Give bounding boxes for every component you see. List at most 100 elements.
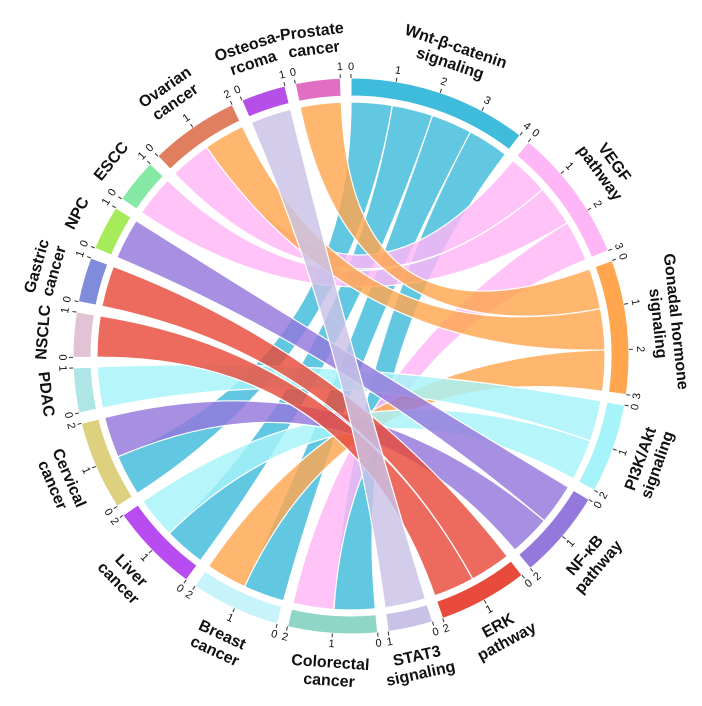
tick-mark <box>387 631 390 636</box>
tick-label: 2 <box>222 88 233 101</box>
tick-mark <box>148 549 153 554</box>
tick-mark <box>90 246 96 249</box>
sector-arc <box>286 608 379 635</box>
sector-arc <box>350 77 521 151</box>
tick-label: 2 <box>64 422 77 431</box>
link-ribbon <box>117 101 393 495</box>
tick-label: 2 <box>183 588 195 601</box>
sector-label-line: ESCC <box>91 139 133 185</box>
tick-mark <box>77 422 82 425</box>
link-ribbon <box>205 125 606 351</box>
sector-arc <box>122 504 198 581</box>
tick-mark <box>232 608 235 613</box>
sector-arc <box>436 560 523 620</box>
sector-arc <box>594 259 630 396</box>
sector-arc <box>72 366 98 414</box>
sector-arc <box>516 141 609 259</box>
tick-label: 4 <box>521 120 533 133</box>
tick-label: 3 <box>612 241 625 251</box>
tick-label: 1 <box>225 612 236 625</box>
tick-mark <box>527 138 532 143</box>
tick-label: 2 <box>531 570 543 583</box>
tick-label: 0 <box>144 142 157 155</box>
tick-label: 2 <box>108 516 121 528</box>
tick-mark <box>112 205 117 209</box>
tick-mark <box>432 621 435 626</box>
sector-label-line: cancer <box>303 671 356 691</box>
tick-mark <box>283 81 286 87</box>
tick-mark <box>481 106 485 111</box>
tick-mark <box>192 585 196 590</box>
tick-label: 0 <box>348 61 354 73</box>
tick-label: 1 <box>79 465 92 475</box>
tick-label: 1 <box>617 448 630 458</box>
tick-label: 2 <box>281 631 290 644</box>
tick-label: 1 <box>278 69 287 82</box>
tick-label: 0 <box>101 506 114 518</box>
tick-mark <box>286 626 288 631</box>
tick-mark <box>608 248 613 252</box>
sector-arc <box>518 489 590 570</box>
tick-label: 0 <box>61 295 74 303</box>
tick-label: 3 <box>482 94 493 107</box>
sector-arc <box>157 104 241 170</box>
tick-mark <box>529 568 534 572</box>
sector-arc <box>72 311 95 358</box>
tick-mark <box>442 618 445 623</box>
tick-label: 1 <box>629 298 642 306</box>
sector-label-line: NSCLC <box>33 304 54 361</box>
tick-label: 2 <box>441 622 451 635</box>
tick-mark <box>521 574 525 579</box>
sector-arc <box>577 401 626 492</box>
sector-arc <box>120 163 164 210</box>
tick-mark <box>611 258 617 261</box>
tick-mark <box>519 131 523 136</box>
tick-label: 0 <box>289 66 297 79</box>
tick-mark <box>190 123 194 128</box>
tick-mark <box>624 303 629 305</box>
sector-arc <box>385 603 434 633</box>
tick-label: 1 <box>484 603 495 616</box>
sector-arc <box>77 257 109 306</box>
sector-arc <box>94 207 132 256</box>
link-ribbon <box>96 364 602 442</box>
tick-label: 0 <box>629 403 642 411</box>
sector-arc <box>80 418 134 508</box>
ring: 0 1234Wnt-β-cateninsignaling0123VEGFpathw… <box>22 20 692 691</box>
tick-mark <box>588 499 593 503</box>
tick-mark <box>154 152 159 157</box>
tick-label: 0 <box>375 637 382 650</box>
tick-label: 1 <box>394 64 402 77</box>
tick-mark <box>626 394 631 396</box>
tick-label: 1 <box>328 638 335 650</box>
tick-label: 1 <box>181 112 193 125</box>
tick-label: 0 <box>174 582 186 595</box>
tick-label: 1 <box>563 160 576 172</box>
tick-mark <box>118 196 122 200</box>
tick-mark <box>72 310 77 313</box>
tick-label: 0 <box>78 239 91 249</box>
tick-mark <box>439 88 442 93</box>
tick-mark <box>229 100 233 105</box>
tick-label: 1 <box>337 61 344 73</box>
tick-mark <box>624 404 629 407</box>
tick-mark <box>119 514 124 518</box>
sector-arc <box>194 570 283 625</box>
sector-arc <box>294 77 342 102</box>
tick-mark <box>294 79 296 84</box>
tick-label: 0 <box>232 83 242 96</box>
sector-label-line: PDAC <box>34 371 57 419</box>
tick-mark <box>183 579 187 584</box>
tick-label: 0 <box>431 626 440 639</box>
tick-mark <box>239 96 243 101</box>
tick-mark <box>275 623 278 628</box>
tick-mark <box>562 536 566 540</box>
sector-arc <box>241 85 290 118</box>
tick-label: 0 <box>529 127 541 140</box>
tick-label: 1 <box>100 196 113 208</box>
tick-mark <box>612 448 617 451</box>
tick-mark <box>483 599 487 604</box>
tick-label: 2 <box>590 199 603 211</box>
tick-label: 0 <box>592 500 605 511</box>
